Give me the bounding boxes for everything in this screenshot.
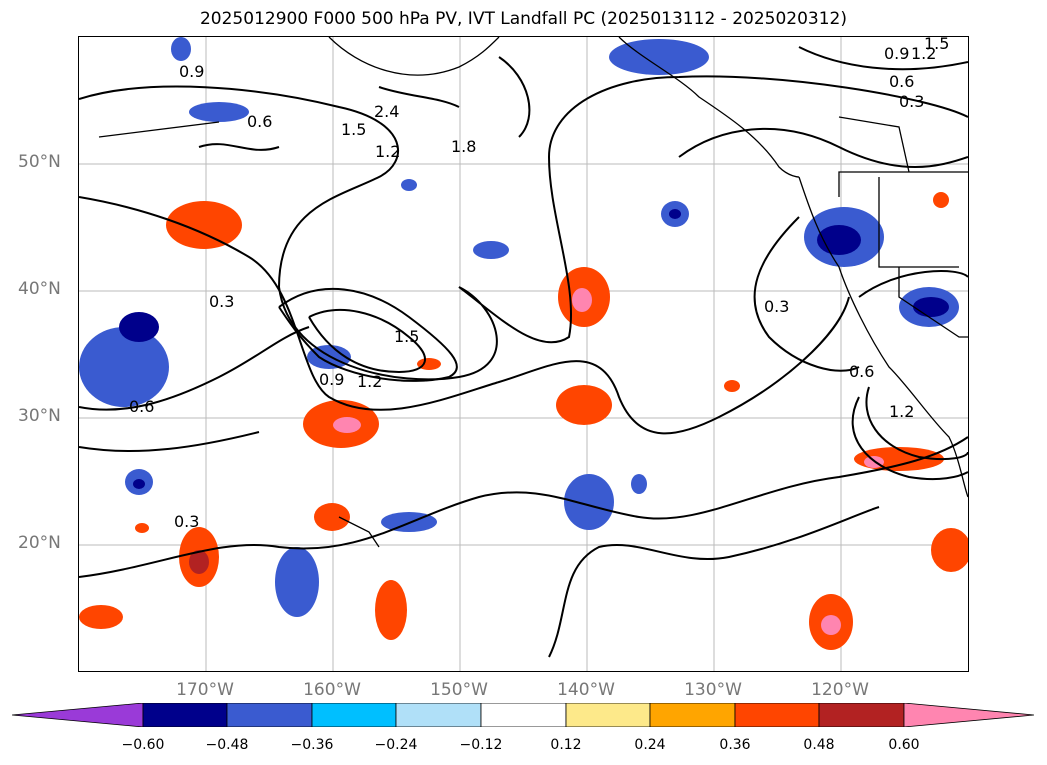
positive-blob xyxy=(809,594,853,650)
contour-label: 1.5 xyxy=(924,37,949,53)
colorbar-extend-high xyxy=(903,703,1034,727)
positive-blob xyxy=(556,385,612,425)
map-panel: 0.9 0.6 1.5 1.2 1.8 2.4 0.3 1.5 1.2 0.9 … xyxy=(78,34,971,672)
contour-label: 0.6 xyxy=(849,362,874,381)
colorbar-segment xyxy=(395,703,482,727)
colorbar-tick: 0.12 xyxy=(550,737,582,753)
negative-blob xyxy=(171,37,191,61)
contour-label: 0.3 xyxy=(209,292,234,311)
lon-label-170w: 170°W xyxy=(176,680,234,700)
negative-blob xyxy=(473,241,509,259)
contour-label: 0.6 xyxy=(247,112,272,131)
colorbar-tick: 0.60 xyxy=(888,737,920,753)
colorbar-segment xyxy=(734,703,820,727)
contour-label: 0.9 xyxy=(884,44,909,63)
map-canvas: 0.9 0.6 1.5 1.2 1.8 2.4 0.3 1.5 1.2 0.9 … xyxy=(78,34,971,671)
colorbar-tick: 0.48 xyxy=(803,737,835,753)
map-title: 2025012900 F000 500 hPa PV, IVT Landfall… xyxy=(199,9,847,29)
colorbar-segment xyxy=(565,703,651,727)
contour-labels: 0.9 0.6 1.5 1.2 1.8 2.4 0.3 1.5 1.2 0.9 … xyxy=(129,34,949,531)
positive-blob xyxy=(375,580,407,640)
negative-blob xyxy=(564,474,614,530)
positive-blob xyxy=(135,192,949,533)
contour-label: 0.3 xyxy=(764,297,789,316)
coastlines xyxy=(98,36,969,548)
contour-label: 1.2 xyxy=(889,402,914,421)
lon-label-140w: 140°W xyxy=(557,680,615,700)
colorbar-segment xyxy=(142,703,228,727)
positive-blob xyxy=(931,528,971,572)
positive-blob xyxy=(179,527,219,587)
lat-label-30n: 30°N xyxy=(18,406,61,426)
contour-label: 1.5 xyxy=(341,120,366,139)
negative-blob xyxy=(631,474,647,494)
colorbar-extend-low xyxy=(12,703,144,727)
contour-label: 0.3 xyxy=(899,92,924,111)
contour-label: 1.2 xyxy=(911,44,936,63)
positive-blob xyxy=(79,605,123,629)
colorbar-tick: −0.36 xyxy=(290,737,334,753)
colorbar-tick: 0.24 xyxy=(634,737,666,753)
negative-blob xyxy=(189,102,249,122)
negative-blob xyxy=(275,547,319,617)
contour-label: 1.8 xyxy=(451,137,476,156)
negative-blob xyxy=(804,207,884,267)
colorbar-tick: −0.24 xyxy=(374,737,418,753)
contour-label: 1.2 xyxy=(375,142,400,161)
colorbar-tick: 0.36 xyxy=(719,737,751,753)
positive-blob xyxy=(558,267,610,327)
lon-label-130w: 130°W xyxy=(684,680,742,700)
contour-label: 0.9 xyxy=(319,370,344,389)
lon-label-160w: 160°W xyxy=(303,680,361,700)
colorbar-segment xyxy=(311,703,397,727)
lat-label-50n: 50°N xyxy=(18,152,61,172)
colorbar xyxy=(12,703,1034,727)
contour-label: 1.2 xyxy=(357,372,382,391)
positive-blob xyxy=(303,400,379,448)
positive-blob xyxy=(166,201,242,249)
colorbar-segments xyxy=(12,703,1034,727)
negative-blob xyxy=(661,201,689,227)
pv-contours xyxy=(78,46,969,658)
colorbar-tick: −0.60 xyxy=(121,737,165,753)
contour-label: 0.3 xyxy=(174,512,199,531)
lat-label-20n: 20°N xyxy=(18,533,61,553)
negative-blob xyxy=(125,469,153,495)
contour-label: 1.5 xyxy=(394,327,419,346)
colorbar-segment xyxy=(818,703,905,727)
positive-blob xyxy=(314,503,350,531)
contour-label: 2.4 xyxy=(374,102,399,121)
negative-blob xyxy=(899,287,959,327)
shaded-anomalies xyxy=(79,37,971,650)
colorbar-tick: −0.12 xyxy=(459,737,503,753)
contour-label: 0.6 xyxy=(889,72,914,91)
contour-label: 0.9 xyxy=(179,62,204,81)
negative-blob xyxy=(79,312,169,407)
lon-label-150w: 150°W xyxy=(430,680,488,700)
colorbar-tick: −0.48 xyxy=(205,737,249,753)
lon-label-120w: 120°W xyxy=(811,680,869,700)
colorbar-segment xyxy=(480,703,567,727)
contour-label: 0.6 xyxy=(129,397,154,416)
colorbar-segment xyxy=(649,703,736,727)
colorbar-segment xyxy=(226,703,313,727)
negative-blob xyxy=(401,179,417,191)
negative-blob xyxy=(609,39,709,75)
lat-label-40n: 40°N xyxy=(18,279,61,299)
